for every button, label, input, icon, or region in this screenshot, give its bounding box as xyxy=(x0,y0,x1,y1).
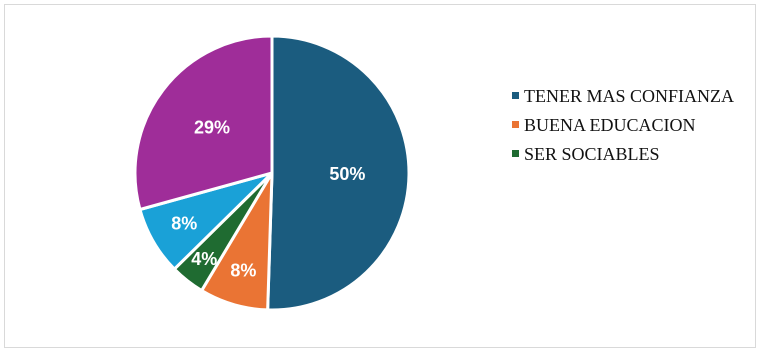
legend-item-buena-educacion: BUENA EDUCACION xyxy=(512,113,742,137)
legend-label: SER SOCIABLES xyxy=(524,144,660,164)
legend: TENER MAS CONFIANZA BUENA EDUCACION SER … xyxy=(512,84,742,171)
slice-label: 8% xyxy=(171,214,197,234)
pie-slice xyxy=(266,34,411,312)
legend-swatch xyxy=(512,121,519,128)
slice-label: 50% xyxy=(329,164,365,184)
legend-swatch xyxy=(512,92,519,99)
slice-label: 8% xyxy=(230,260,256,280)
legend-swatch xyxy=(512,150,519,157)
pie-slices xyxy=(133,34,411,312)
pie-slice xyxy=(133,34,274,212)
legend-item-tener-mas-confianza: TENER MAS CONFIANZA xyxy=(512,84,742,108)
legend-item-ser-sociables: SER SOCIABLES xyxy=(512,142,742,166)
pie-labels: 50% 8% 4% 8% 29% xyxy=(171,117,365,280)
legend-label: TENER MAS CONFIANZA xyxy=(524,86,735,106)
slice-label: 4% xyxy=(191,249,217,269)
legend-label: BUENA EDUCACION xyxy=(524,115,696,135)
slice-label: 29% xyxy=(194,117,230,137)
